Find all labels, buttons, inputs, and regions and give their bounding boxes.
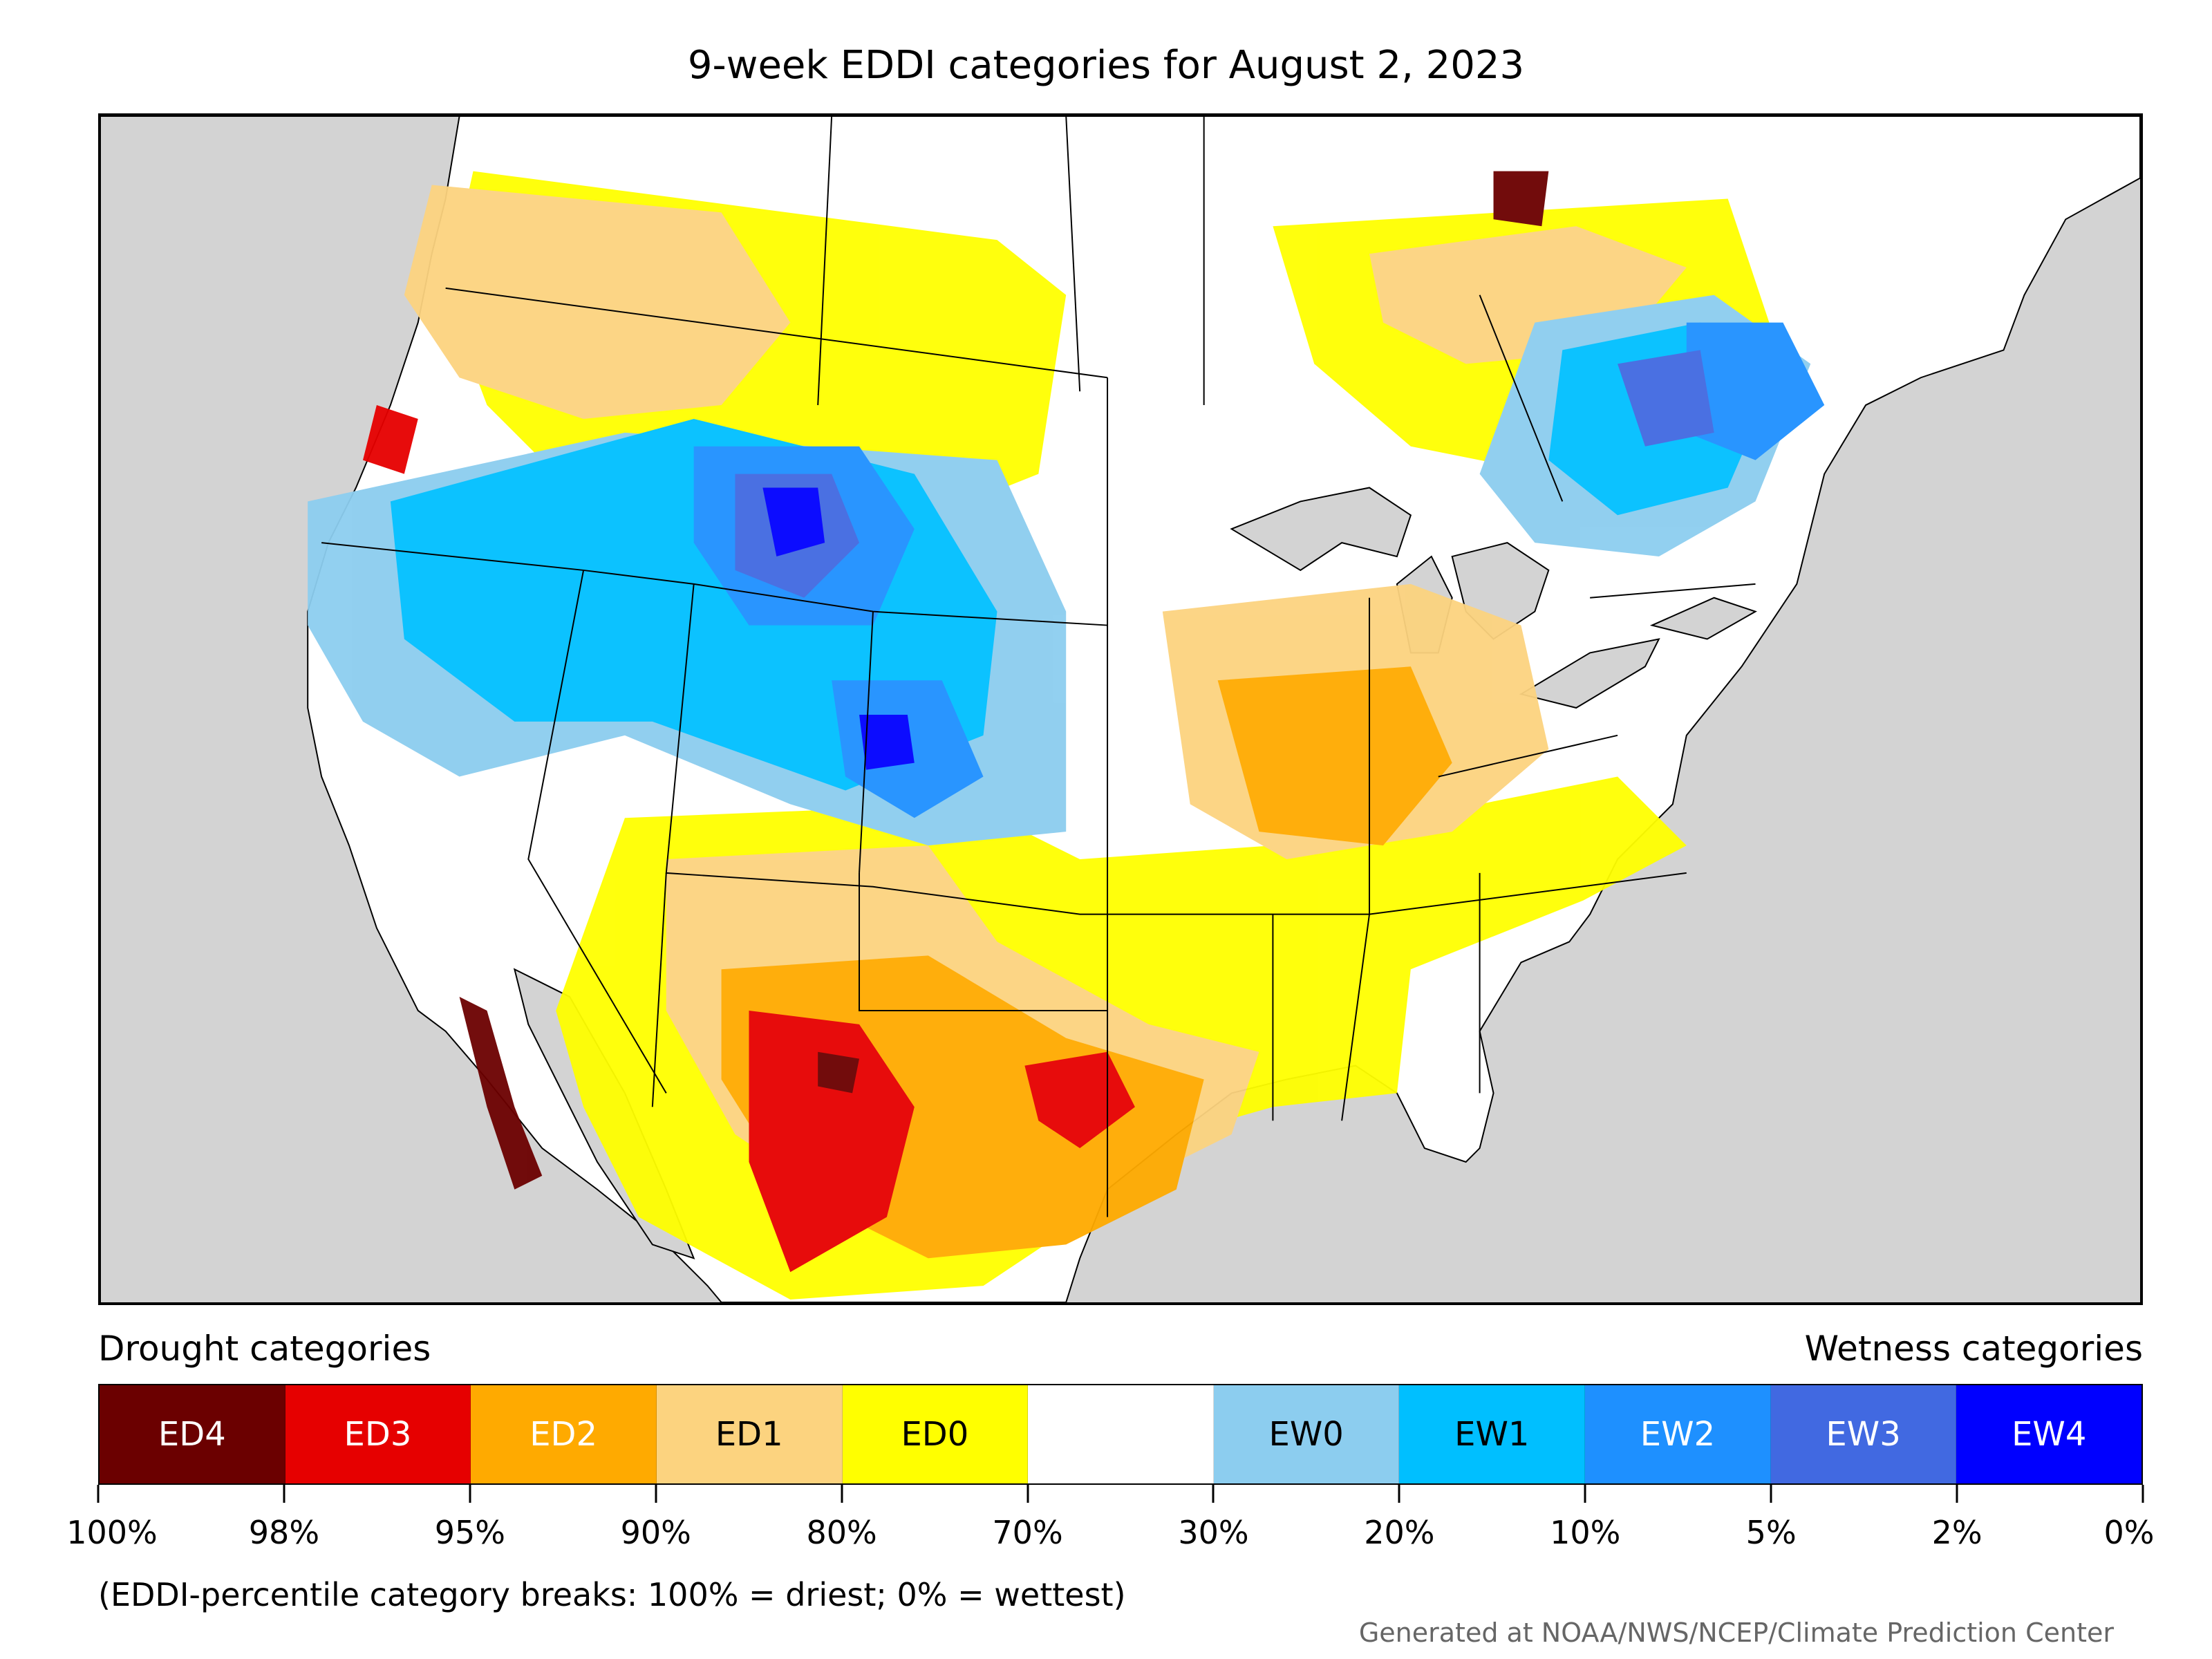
category-cell: ED1 xyxy=(656,1385,843,1483)
category-cell: EW4 xyxy=(1956,1385,2142,1483)
colorbar-tick-label: 98% xyxy=(248,1514,320,1551)
colorbar-tick xyxy=(1770,1485,1772,1503)
colorbar-tick-label: 95% xyxy=(434,1514,505,1551)
state-borders xyxy=(321,116,1756,1217)
category-cell: EW3 xyxy=(1770,1385,1957,1483)
category-cell: ED0 xyxy=(842,1385,1029,1483)
colorbar-tick-label: 70% xyxy=(992,1514,1063,1551)
colorbar-tick xyxy=(1956,1485,1958,1503)
colorbar-tick xyxy=(469,1485,471,1503)
category-cell xyxy=(1028,1385,1214,1483)
category-fills xyxy=(308,171,1825,1300)
colorbar-tick-label: 2% xyxy=(1931,1514,1983,1551)
colorbar-tick xyxy=(1212,1485,1215,1503)
category-cell: ED2 xyxy=(471,1385,657,1483)
colorbar-tick xyxy=(283,1485,285,1503)
category-colorbar: ED4 ED3 ED2 ED1 ED0 EW0 EW1 EW2 EW3 EW4 xyxy=(98,1384,2143,1485)
drought-heading: Drought categories xyxy=(98,1329,431,1369)
category-cell: ED4 xyxy=(100,1385,285,1483)
colorbar-tick-label: 30% xyxy=(1178,1514,1249,1551)
colorbar-tick-label: 20% xyxy=(1364,1514,1435,1551)
colorbar-tick xyxy=(97,1485,100,1503)
colorbar-tick-label: 80% xyxy=(806,1514,877,1551)
eddi-map xyxy=(98,113,2143,1305)
colorbar-ticks xyxy=(97,1485,2144,1506)
category-cell: EW0 xyxy=(1213,1385,1400,1483)
colorbar-tick-label: 100% xyxy=(66,1514,158,1551)
wetness-heading: Wetness categories xyxy=(1804,1329,2143,1369)
category-cell: EW2 xyxy=(1585,1385,1771,1483)
category-cell: ED3 xyxy=(285,1385,471,1483)
category-cell: EW1 xyxy=(1399,1385,1586,1483)
colorbar-tick-label: 5% xyxy=(1745,1514,1797,1551)
colorbar-tick xyxy=(1027,1485,1029,1503)
credit-line: Generated at NOAA/NWS/NCEP/Climate Predi… xyxy=(1358,1618,2114,1648)
colorbar-tick xyxy=(841,1485,843,1503)
colorbar-tick-label: 0% xyxy=(2103,1514,2155,1551)
map-title: 9-week EDDI categories for August 2, 202… xyxy=(687,43,1525,88)
colorbar-tick xyxy=(2141,1485,2144,1503)
map-svg xyxy=(101,116,2140,1302)
colorbar-tick-label: 10% xyxy=(1550,1514,1621,1551)
colorbar-tick xyxy=(655,1485,657,1503)
colorbar-tick xyxy=(1584,1485,1586,1503)
colorbar-tick-label: 90% xyxy=(620,1514,691,1551)
footnote: (EDDI-percentile category breaks: 100% =… xyxy=(98,1576,1126,1613)
colorbar-tick xyxy=(1398,1485,1400,1503)
